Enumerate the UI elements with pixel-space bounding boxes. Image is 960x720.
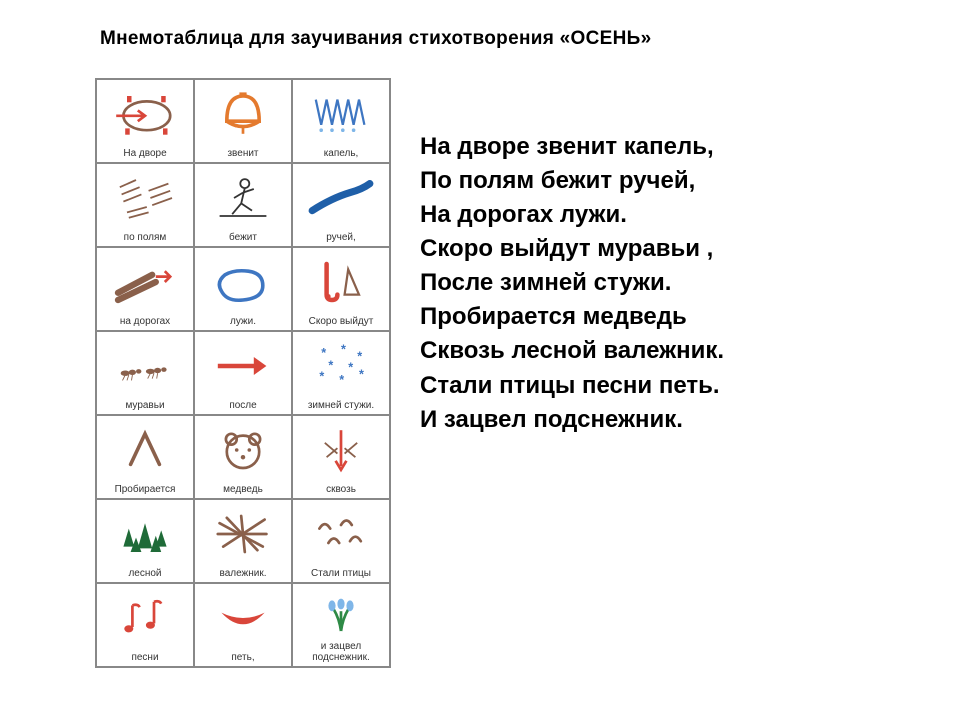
poem-line: Сквозь лесной валежник.: [420, 334, 724, 368]
trees-icon: [97, 500, 193, 568]
grid-cell: бежит: [194, 163, 292, 247]
mnemonic-grid: На дворе звенит капель, по полям бежит ру…: [95, 78, 391, 668]
roads-icon: [97, 248, 193, 316]
arrow-icon: [195, 332, 291, 400]
svg-text:*: *: [357, 350, 362, 364]
snow-icon: *** ** ***: [293, 332, 389, 400]
birds-icon: [293, 500, 389, 568]
svg-text:*: *: [328, 359, 333, 373]
cell-caption: медведь: [221, 484, 265, 495]
cell-caption: лесной: [126, 568, 163, 579]
stream-icon: [293, 164, 389, 232]
poem-line: По полям бежит ручей,: [420, 164, 724, 198]
flower-icon: [293, 584, 389, 641]
grid-cell: *** ** ***зимней стужи.: [292, 331, 390, 415]
cell-caption: и зацвел подснежник.: [293, 641, 389, 663]
grid-cell: звенит: [194, 79, 292, 163]
cell-caption: зимней стужи.: [306, 400, 376, 411]
poem-line: Стали птицы песни петь.: [420, 369, 724, 403]
grid-cell: Пробирается: [96, 415, 194, 499]
bear-icon: [195, 416, 291, 484]
grid-cell: сквозь: [292, 415, 390, 499]
cell-caption: звенит: [225, 148, 260, 159]
poem-line: На дворе звенит капель,: [420, 130, 724, 164]
grid-cell: медведь: [194, 415, 292, 499]
svg-text:*: *: [359, 368, 364, 382]
poem-line: Скоро выйдут муравьи ,: [420, 232, 724, 266]
cell-caption: песни: [129, 652, 160, 663]
grid-cell: на дорогах: [96, 247, 194, 331]
poem-line: И зацвел подснежник.: [420, 403, 724, 437]
soon-icon: [293, 248, 389, 316]
cell-caption: после: [227, 400, 258, 411]
cell-caption: по полям: [122, 232, 169, 243]
svg-text:*: *: [319, 369, 324, 383]
poem-line: На дорогах лужи.: [420, 198, 724, 232]
grid-cell: петь,: [194, 583, 292, 667]
poem-text: На дворе звенит капель,По полям бежит ру…: [420, 130, 724, 437]
cell-caption: бежит: [227, 232, 259, 243]
svg-text:*: *: [321, 346, 326, 360]
ants-icon: [97, 332, 193, 400]
triangle-icon: [97, 416, 193, 484]
svg-text:*: *: [339, 373, 344, 387]
notes-icon: [97, 584, 193, 652]
cell-caption: муравьи: [123, 400, 166, 411]
grid-cell: валежник.: [194, 499, 292, 583]
grid-cell: после: [194, 331, 292, 415]
cell-caption: валежник.: [218, 568, 269, 579]
grid-cell: На дворе: [96, 79, 194, 163]
runner-icon: [195, 164, 291, 232]
cell-caption: На дворе: [121, 148, 168, 159]
fields-icon: [97, 164, 193, 232]
grid-cell: песни: [96, 583, 194, 667]
cell-caption: ручей,: [324, 232, 358, 243]
cell-caption: Скоро выйдут: [307, 316, 376, 327]
cell-caption: Пробирается: [113, 484, 178, 495]
page-title: Мнемотаблица для заучивания стихотворени…: [100, 28, 651, 50]
svg-text:*: *: [348, 360, 353, 374]
grid-cell: по полям: [96, 163, 194, 247]
cell-caption: петь,: [229, 652, 256, 663]
grid-cell: лужи.: [194, 247, 292, 331]
grid-cell: Скоро выйдут: [292, 247, 390, 331]
grid-cell: капель,: [292, 79, 390, 163]
sticks-icon: [195, 500, 291, 568]
bell-icon: [195, 80, 291, 148]
poem-line: После зимней стужи.: [420, 266, 724, 300]
mouth-icon: [195, 584, 291, 652]
yard-icon: [97, 80, 193, 148]
grid-cell: ручей,: [292, 163, 390, 247]
cell-caption: лужи.: [228, 316, 258, 327]
grid-cell: муравьи: [96, 331, 194, 415]
through-icon: [293, 416, 389, 484]
svg-text:*: *: [341, 342, 346, 356]
cell-caption: капель,: [322, 148, 361, 159]
cell-caption: Стали птицы: [309, 568, 373, 579]
drops-icon: [293, 80, 389, 148]
cell-caption: сквозь: [324, 484, 358, 495]
poem-line: Пробирается медведь: [420, 300, 724, 334]
cell-caption: на дорогах: [118, 316, 172, 327]
grid-cell: лесной: [96, 499, 194, 583]
puddle-icon: [195, 248, 291, 316]
grid-cell: Стали птицы: [292, 499, 390, 583]
grid-cell: и зацвел подснежник.: [292, 583, 390, 667]
